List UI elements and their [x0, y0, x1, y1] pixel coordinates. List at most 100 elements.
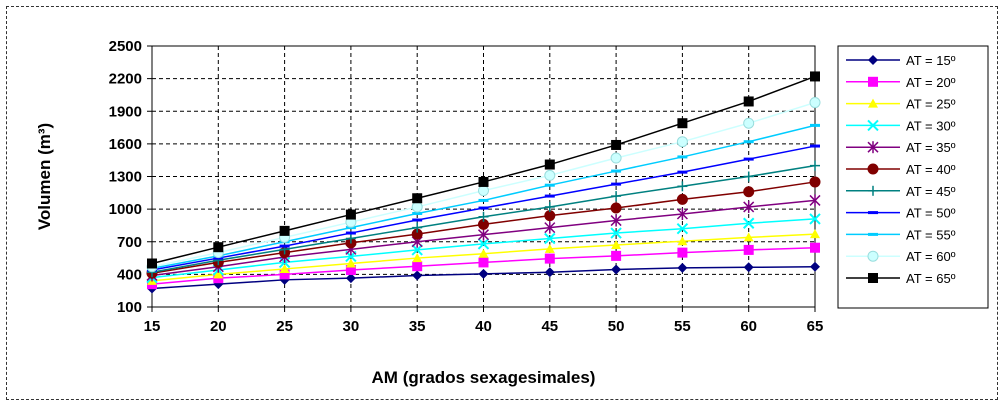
legend-label: AT = 60º: [906, 249, 956, 264]
data-point: [544, 232, 556, 245]
legend-entry: AT = 40º: [846, 162, 956, 177]
data-point: [676, 136, 688, 148]
data-point: [810, 261, 820, 272]
data-point: [611, 139, 622, 150]
y-tick-label: 1300: [109, 169, 142, 186]
data-point: [809, 213, 821, 225]
data-point: [544, 267, 555, 278]
data-point: [743, 244, 754, 255]
y-tick-label: 1000: [109, 201, 142, 218]
legend-marker: [867, 119, 879, 132]
data-point: [544, 221, 556, 234]
legend-label: AT = 25º: [906, 97, 956, 112]
legend-entry: AT = 45º: [846, 184, 956, 199]
data-point: [743, 186, 755, 198]
data-point: [412, 261, 423, 272]
data-point: [743, 117, 755, 129]
legend-marker: [868, 55, 878, 65]
data-point: [677, 118, 688, 129]
data-point: [610, 214, 622, 227]
data-point: [611, 250, 622, 261]
data-point: [743, 96, 754, 107]
data-point: [677, 236, 688, 246]
legend-entry: AT = 65º: [846, 271, 956, 286]
y-tick-label: 1900: [109, 103, 142, 120]
legend-label: AT = 40º: [906, 162, 956, 177]
y-axis: 100 400 700 1000 1300 1600 1900 2200 2500: [109, 38, 152, 316]
x-tick-label: 25: [276, 318, 293, 335]
legend-label: AT = 30º: [906, 118, 956, 133]
x-tick-label: 60: [740, 318, 757, 335]
legend-entry: AT = 55º: [846, 227, 956, 242]
x-tick-label: 15: [144, 318, 161, 335]
data-point: [478, 176, 489, 187]
data-point: [478, 268, 489, 279]
data-point: [810, 71, 820, 82]
legend-label: AT = 15º: [906, 53, 956, 68]
legend-entry: AT = 35º: [846, 140, 956, 155]
legend-label: AT = 45º: [906, 184, 956, 199]
data-point: [412, 193, 423, 204]
data-point: [676, 222, 689, 235]
legend-marker: [867, 163, 879, 175]
y-tick-label: 2500: [109, 38, 142, 55]
data-point: [477, 238, 490, 250]
legend-entry: AT = 15º: [846, 53, 956, 68]
y-tick-label: 100: [117, 299, 142, 316]
data-point: [544, 253, 555, 264]
data-point: [743, 232, 754, 242]
data-point: [676, 208, 688, 221]
legend-box: [837, 45, 989, 309]
data-point: [478, 248, 489, 258]
legend-label: AT = 65º: [906, 271, 956, 286]
data-point: [213, 269, 224, 279]
data-point: [478, 185, 489, 197]
series-7: [147, 160, 820, 278]
data-point: [743, 262, 754, 273]
data-point: [676, 193, 688, 205]
data-point: [611, 264, 622, 275]
series-group: [146, 71, 821, 294]
legend-marker: [868, 273, 878, 283]
data-point: [345, 273, 356, 284]
data-point: [677, 247, 688, 258]
x-tick-label: 50: [608, 318, 625, 335]
data-point: [279, 263, 290, 273]
data-point: [810, 160, 820, 171]
x-tick-label: 40: [475, 318, 492, 335]
data-point: [147, 258, 157, 269]
y-tick-label: 400: [117, 266, 142, 283]
data-point: [544, 210, 556, 222]
data-point: [810, 229, 820, 239]
data-point: [544, 169, 556, 181]
series-5: [146, 194, 821, 282]
data-point: [743, 200, 755, 213]
legend-label: AT = 20º: [906, 75, 956, 90]
data-point: [743, 171, 754, 182]
data-point: [411, 244, 423, 256]
x-tick-label: 20: [210, 318, 227, 335]
data-point: [610, 227, 622, 239]
data-point: [611, 240, 622, 250]
data-point: [279, 269, 290, 280]
x-tick-label: 55: [674, 318, 691, 335]
series-6: [146, 176, 821, 279]
data-point: [677, 262, 688, 273]
data-point: [412, 270, 423, 281]
data-point: [544, 159, 555, 170]
x-tick-label: 65: [807, 318, 824, 335]
y-tick-label: 700: [117, 234, 142, 251]
data-point: [279, 225, 290, 236]
data-point: [412, 222, 423, 233]
data-point: [345, 233, 356, 244]
y-tick-label: 1600: [109, 136, 142, 153]
legend-marker: [868, 185, 878, 196]
legend-label: AT = 55º: [906, 227, 956, 242]
data-point: [610, 152, 622, 164]
y-tick-label: 2200: [109, 71, 142, 88]
data-point: [345, 258, 356, 268]
data-point: [544, 243, 555, 253]
data-point: [477, 228, 490, 241]
x-axis: 15 20 25 30 35 40 45 50 55 60 65: [144, 307, 824, 335]
